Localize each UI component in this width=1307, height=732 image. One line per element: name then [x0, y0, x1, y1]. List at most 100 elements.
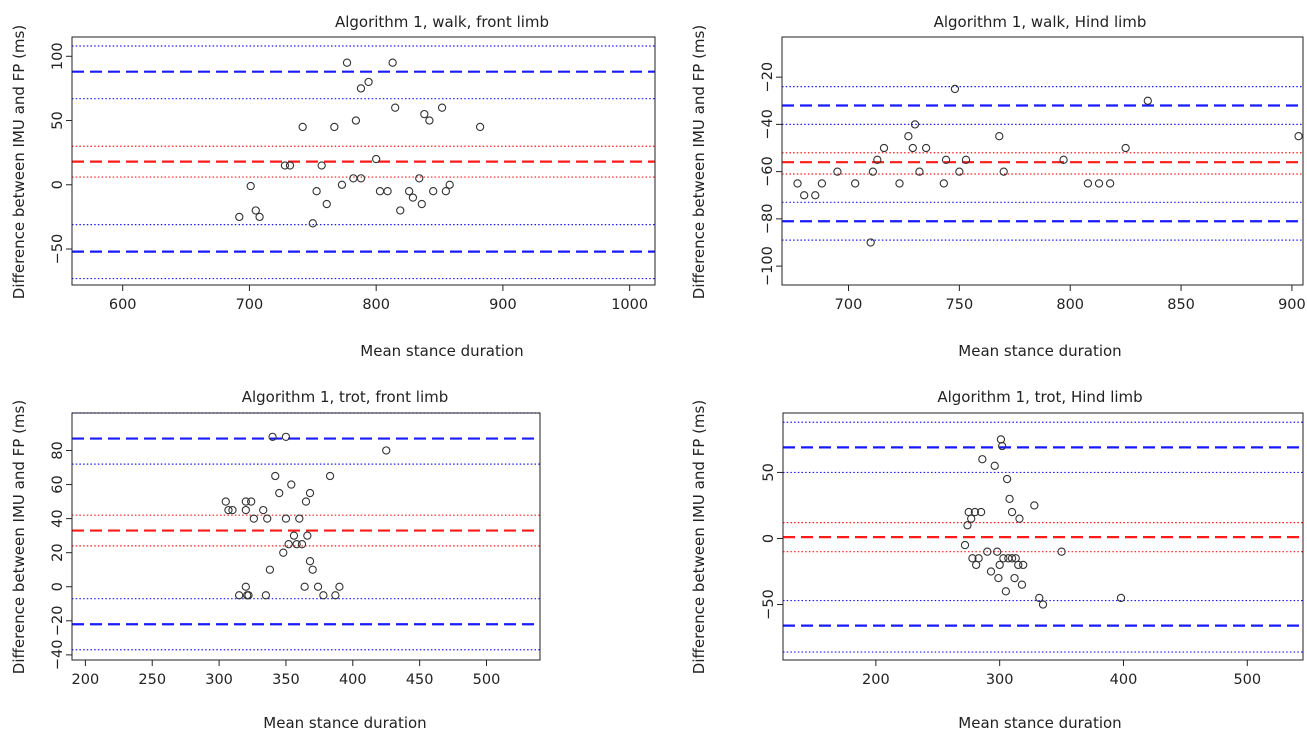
data-point: [298, 122, 307, 132]
data-point: [1059, 155, 1068, 164]
y-tick-label: −60: [760, 156, 776, 187]
data-point: [234, 591, 244, 600]
data-point: [275, 488, 284, 498]
data-point: [970, 507, 980, 517]
x-tick-label: 700: [835, 297, 863, 313]
y-tick-label: 100: [50, 42, 66, 70]
data-point: [287, 480, 296, 489]
data-point: [915, 167, 924, 176]
y-tick-label: 0: [50, 180, 66, 189]
x-tick-label: 200: [862, 672, 890, 688]
data-point: [995, 132, 1004, 141]
data-point: [993, 547, 1002, 556]
data-point: [292, 540, 301, 549]
panel-trot-front: Algorithm 1, trot, front limb Difference…: [10, 388, 541, 732]
data-point: [1019, 560, 1028, 570]
data-point: [1030, 501, 1039, 510]
y-tick-label: −100: [760, 246, 776, 286]
data-point: [396, 206, 405, 215]
data-point: [337, 180, 347, 189]
data-point: [303, 531, 312, 540]
x-tick-label: 400: [339, 672, 367, 688]
data-point: [939, 179, 948, 188]
data-point: [995, 560, 1004, 570]
x-tick-label: 300: [205, 672, 233, 688]
data-point: [325, 471, 335, 481]
data-point: [1001, 587, 1011, 596]
data-point: [1116, 593, 1126, 603]
data-point: [978, 455, 987, 464]
y-axis-label: Difference between IMU and FP (ms): [690, 400, 708, 674]
data-point: [312, 187, 321, 196]
plot-frame: [71, 36, 656, 286]
data-point: [228, 505, 237, 515]
data-point: [1015, 514, 1024, 523]
data-point: [330, 122, 339, 132]
data-point: [300, 582, 309, 591]
data-point: [994, 573, 1003, 583]
data-point: [317, 161, 326, 170]
y-tick-label: 20: [50, 543, 66, 561]
data-point: [372, 154, 381, 164]
data-point: [391, 103, 400, 112]
data-point: [904, 132, 913, 141]
data-point: [974, 554, 983, 563]
y-tick-label: −20: [760, 62, 776, 93]
data-point: [241, 505, 250, 515]
data-point: [305, 488, 315, 498]
data-point: [281, 432, 291, 441]
data-point: [950, 84, 960, 94]
x-tick-label: 850: [1167, 297, 1195, 313]
data-point: [793, 179, 802, 188]
data-point: [999, 554, 1008, 563]
data-point: [249, 514, 259, 523]
data-point: [1143, 96, 1152, 105]
data-point: [415, 174, 424, 183]
data-point: [284, 540, 293, 549]
data-point: [879, 143, 889, 153]
x-tick-label: 800: [1056, 297, 1084, 313]
y-tick-label: −80: [760, 204, 776, 235]
data-point: [289, 531, 299, 540]
y-tick-label: −40: [50, 640, 66, 671]
data-point: [335, 582, 344, 591]
data-point: [404, 187, 414, 196]
y-tick-label: 0: [50, 582, 66, 591]
data-point: [1083, 179, 1093, 188]
data-point: [308, 565, 317, 574]
chart-title: Algorithm 1, trot, Hind limb: [937, 388, 1142, 406]
data-point: [908, 143, 917, 153]
data-point: [297, 540, 307, 549]
data-point: [1007, 507, 1017, 517]
data-point: [235, 212, 244, 222]
data-point: [383, 187, 392, 196]
y-axis-label: Difference between IMU and FP (ms): [10, 400, 28, 674]
data-point: [388, 58, 397, 67]
x-tick-label: 400: [1110, 672, 1138, 688]
data-point: [420, 109, 429, 119]
data-point: [437, 103, 447, 112]
x-tick-label: 1000: [611, 297, 648, 313]
data-point: [301, 497, 311, 506]
y-tick-label: 50: [50, 111, 66, 129]
x-tick-label: 700: [236, 297, 264, 313]
data-point: [968, 554, 977, 563]
data-point: [1014, 560, 1023, 570]
data-point: [241, 582, 250, 591]
data-point: [868, 167, 878, 176]
data-point: [941, 155, 951, 164]
x-tick-label: 350: [272, 672, 300, 688]
x-tick-label: 800: [362, 297, 390, 313]
data-point: [280, 161, 290, 170]
data-point: [308, 219, 317, 228]
data-point: [967, 514, 976, 523]
data-point: [305, 557, 315, 566]
data-point: [255, 212, 264, 222]
data-point: [866, 238, 875, 247]
data-point: [364, 77, 373, 87]
data-point: [408, 193, 418, 202]
data-point: [268, 432, 277, 441]
y-tick-label: 0: [761, 534, 777, 543]
data-point: [247, 497, 256, 506]
